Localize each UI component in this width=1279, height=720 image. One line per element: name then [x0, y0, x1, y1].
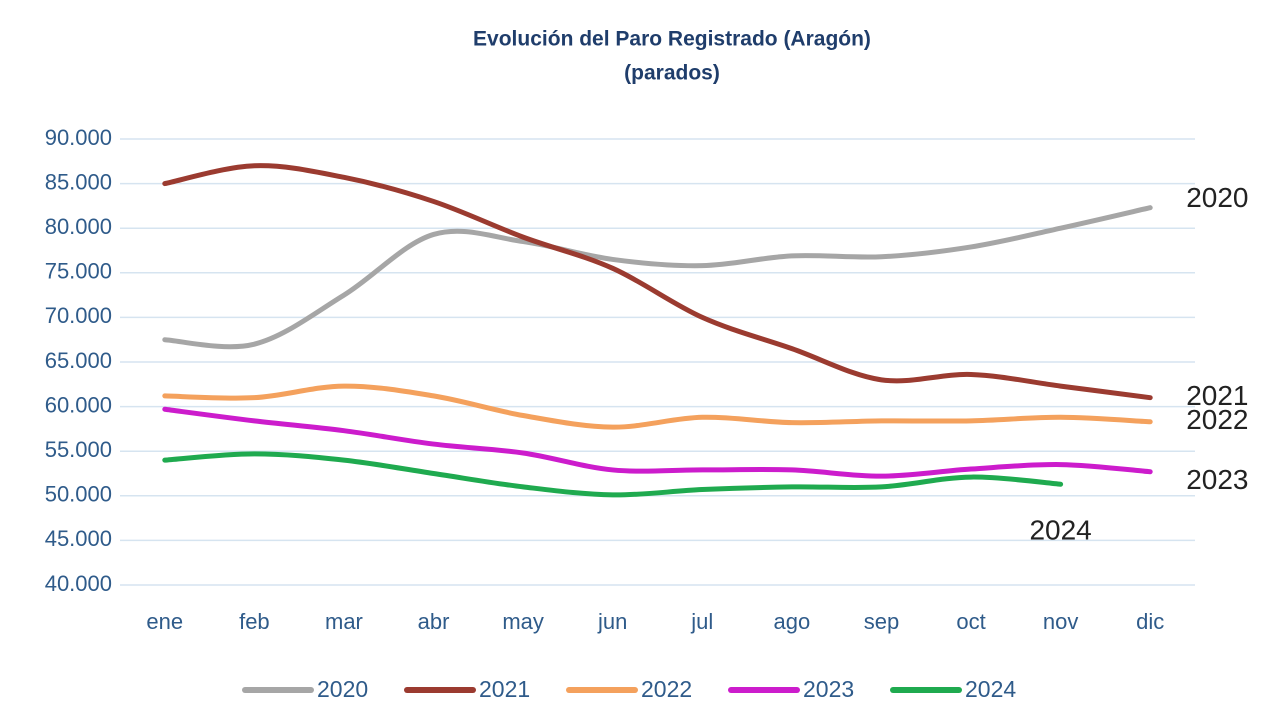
- series-line: [162, 383, 1153, 430]
- x-tick-label: sep: [864, 609, 899, 634]
- x-tick-label: ene: [146, 609, 183, 634]
- x-tick-label: abr: [418, 609, 450, 634]
- x-tick-label: feb: [239, 609, 270, 634]
- y-tick-label: 50.000: [45, 482, 112, 507]
- chart-title: Evolución del Paro Registrado (Aragón): [473, 28, 871, 51]
- legend-label: 2021: [479, 676, 530, 702]
- x-tick-label: oct: [956, 609, 985, 634]
- legend-label: 2024: [965, 676, 1016, 702]
- series-line: [162, 163, 1153, 401]
- series-end-label: 2021: [1186, 380, 1248, 411]
- x-tick-label: mar: [325, 609, 363, 634]
- y-tick-label: 90.000: [45, 125, 112, 150]
- series-end-label: 2020: [1186, 182, 1248, 213]
- x-tick-label: may: [502, 609, 544, 634]
- y-tick-label: 70.000: [45, 303, 112, 328]
- y-tick-label: 60.000: [45, 392, 112, 417]
- legend-label: 2020: [317, 676, 368, 702]
- y-tick-label: 45.000: [45, 526, 112, 551]
- y-tick-label: 40.000: [45, 571, 112, 596]
- x-tick-label: jul: [690, 609, 713, 634]
- legend-label: 2022: [641, 676, 692, 702]
- y-tick-label: 75.000: [45, 259, 112, 284]
- x-tick-label: dic: [1136, 609, 1164, 634]
- series-line: [162, 205, 1153, 350]
- series-end-label: 2022: [1186, 404, 1248, 435]
- x-tick-label: nov: [1043, 609, 1078, 634]
- y-tick-label: 55.000: [45, 437, 112, 462]
- y-tick-label: 80.000: [45, 214, 112, 239]
- series-line: [162, 451, 1064, 498]
- y-tick-label: 85.000: [45, 169, 112, 194]
- x-tick-label: jun: [597, 609, 627, 634]
- y-tick-label: 65.000: [45, 348, 112, 373]
- chart-subtitle: (parados): [624, 62, 720, 85]
- series-line: [162, 406, 1153, 479]
- legend-label: 2023: [803, 676, 854, 702]
- series-end-label: 2023: [1186, 464, 1248, 495]
- x-tick-label: ago: [774, 609, 811, 634]
- series-end-label: 2024: [1029, 515, 1091, 546]
